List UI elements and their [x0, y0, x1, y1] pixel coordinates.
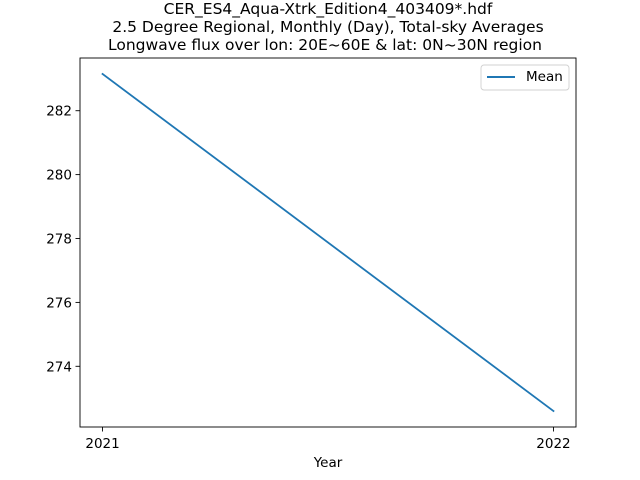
legend-box	[480, 64, 570, 91]
legend: Mean	[480, 64, 570, 91]
y-tick-label: 274	[46, 359, 72, 375]
legend-label-mean: Mean	[526, 69, 563, 85]
y-axis-ticks: 274 276 278 280 282	[46, 104, 80, 375]
series-layer	[101, 72, 555, 413]
x-tick-label: 2022	[536, 436, 570, 452]
series-line-mean	[101, 72, 555, 413]
x-axis-label: Year	[313, 455, 343, 471]
chart-title-line-1: CER_ES4_Aqua-Xtrk_Edition4_403409*.hdf	[164, 0, 493, 19]
x-tick-label: 2021	[85, 436, 119, 452]
y-tick-label: 276	[46, 295, 72, 311]
y-tick-label: 282	[46, 104, 72, 120]
chart-titles: CER_ES4_Aqua-Xtrk_Edition4_403409*.hdf 2…	[108, 0, 544, 54]
x-axis-ticks: 2021 2022	[85, 427, 571, 452]
chart-title-line-2: 2.5 Degree Regional, Monthly (Day), Tota…	[112, 18, 543, 36]
y-tick-label: 280	[46, 168, 72, 184]
chart-title-line-3: Longwave flux over lon: 20E~60E & lat: 0…	[108, 36, 542, 54]
y-tick-label: 278	[46, 232, 72, 248]
